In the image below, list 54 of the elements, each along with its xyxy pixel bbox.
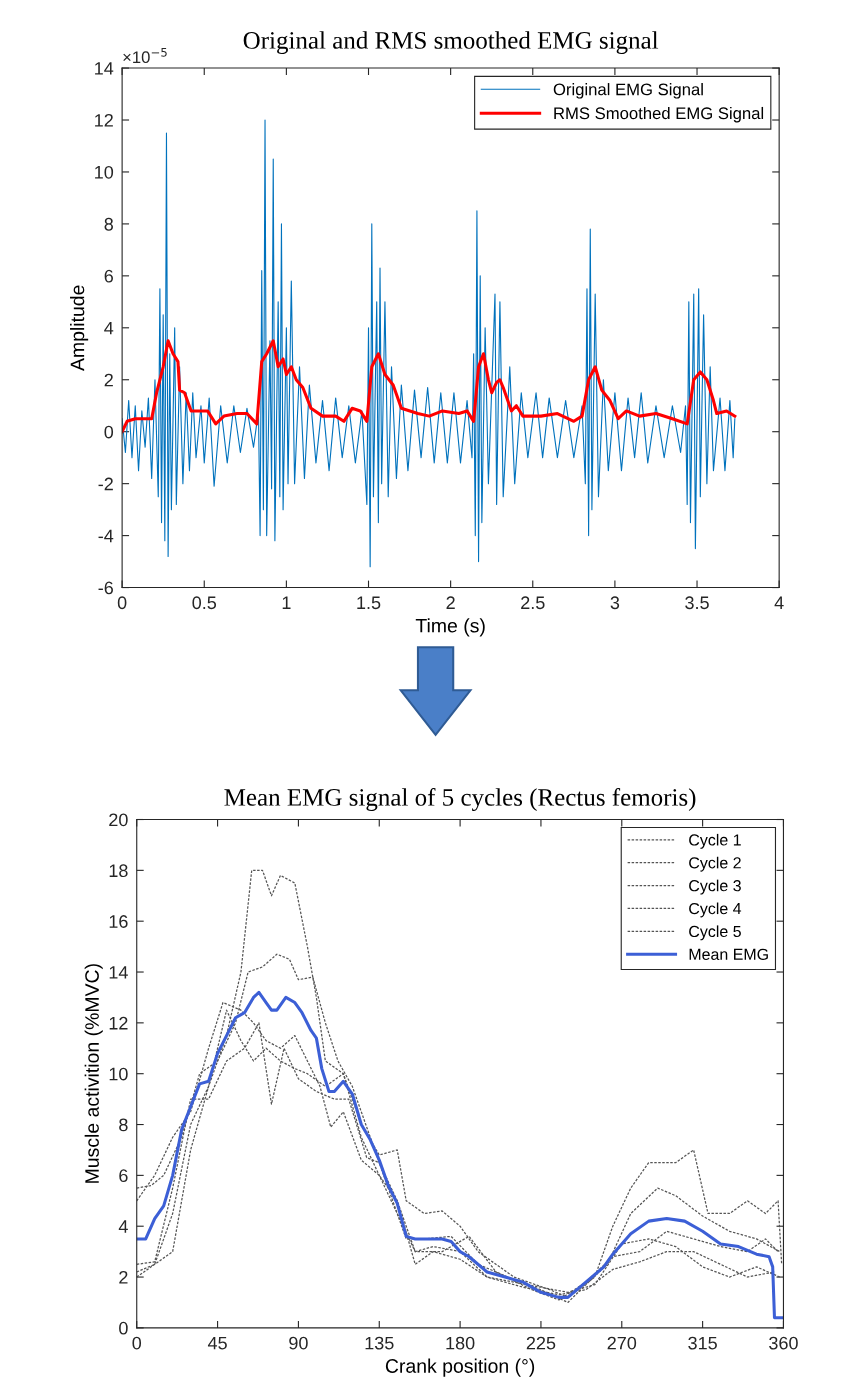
chart-title: Original and RMS smoothed EMG signal <box>243 31 659 55</box>
x-tick-label: 360 <box>769 1336 798 1350</box>
y-tick-label: 12 <box>95 113 113 127</box>
y-tick-label: 6 <box>119 1169 128 1183</box>
y-tick-label: 0 <box>104 425 114 439</box>
y-axis-title: Muscle activition (%MVC) <box>84 964 103 1183</box>
y-tick-label: 4 <box>118 1220 128 1233</box>
y-tick-label: 16 <box>109 915 128 928</box>
x-axis-title: Crank position (°) <box>385 1358 535 1377</box>
x-tick-label: 90 <box>289 1336 308 1350</box>
legend-label: Cycle 4 <box>689 902 742 918</box>
x-tick-label: 135 <box>365 1336 394 1350</box>
x-axis-title: Time (s) <box>415 618 485 637</box>
y-tick-label: -2 <box>98 477 113 491</box>
legend-label: Cycle 1 <box>689 833 741 849</box>
text: ×10$^{−5}$ <box>123 48 167 64</box>
y-tick-label: 0 <box>119 1321 128 1335</box>
x-tick-label: 225 <box>526 1336 556 1350</box>
legend-label: Original EMG Signal <box>553 83 703 99</box>
y-tick-label: 4 <box>104 321 114 335</box>
y-tick-label: 8 <box>104 217 113 231</box>
y-tick-label: 8 <box>119 1118 128 1132</box>
legend-label: RMS Smoothed EMG Signal <box>554 106 764 123</box>
y-tick-label: -6 <box>98 581 113 595</box>
y-tick-label: 18 <box>109 864 128 878</box>
x-tick-label: 0.5 <box>192 596 217 610</box>
x-tick-label: 3 <box>610 596 620 610</box>
y-axis-title: Amplitude <box>70 285 89 371</box>
legend-label: Cycle 5 <box>689 925 741 941</box>
chart-title: Mean EMG signal of 5 cycles (Rectus femoris) <box>224 788 696 812</box>
y-tick-label: 20 <box>109 813 128 827</box>
x-tick-label: 3.5 <box>685 596 709 610</box>
x-tick-label: 1.5 <box>357 596 381 610</box>
x-tick-label: 315 <box>688 1336 717 1350</box>
x-tick-label: 0 <box>132 1336 142 1350</box>
legend-label: Cycle 2 <box>689 856 741 872</box>
legend-label: Mean EMG <box>689 948 768 960</box>
y-tick-label: -4 <box>98 529 114 543</box>
y-tick-label: 2 <box>119 1270 128 1284</box>
y-tick-label: 12 <box>109 1016 128 1030</box>
y-tick-label: 10 <box>109 1067 128 1081</box>
x-tick-label: 2 <box>446 596 455 609</box>
y-tick-label: 6 <box>104 269 113 283</box>
x-tick-label: 4 <box>774 596 784 609</box>
y-tick-label: 10 <box>95 165 114 179</box>
x-tick-label: 270 <box>607 1336 637 1350</box>
y-tick-label: 2 <box>104 373 113 387</box>
x-tick-label: 45 <box>207 1336 227 1350</box>
y-tick-label: 14 <box>109 966 128 979</box>
y-tick-label: 14 <box>95 62 114 75</box>
legend-label: Cycle 3 <box>689 879 741 895</box>
x-tick-label: 2.5 <box>521 596 545 610</box>
x-tick-label: 180 <box>446 1336 475 1350</box>
x-tick-label: 1 <box>282 596 291 609</box>
